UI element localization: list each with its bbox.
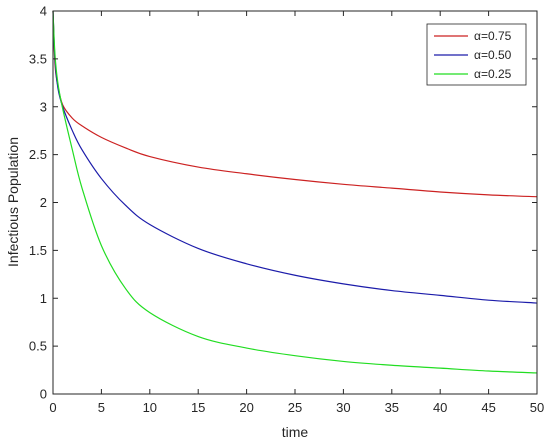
x-tick-label: 50: [530, 400, 544, 415]
y-tick-label: 3.5: [29, 51, 47, 66]
y-axis: 0 0.5 1 1.5 2 2.5 3 3.5 4: [29, 4, 537, 402]
y-tick-label: 2: [40, 195, 47, 210]
legend-items: α=0.75 α=0.50 α=0.25: [434, 29, 512, 81]
y-tick-label: 2.5: [29, 147, 47, 162]
legend: α=0.75 α=0.50 α=0.25: [426, 23, 527, 86]
x-tick-label: 35: [385, 400, 399, 415]
x-tick-label: 15: [191, 400, 205, 415]
x-axis: 0 5 10 15 20 25 30 35 40 45 50: [49, 11, 544, 415]
x-tick-label: 5: [98, 400, 105, 415]
y-tick-label: 0: [40, 387, 47, 402]
y-tick-label: 3: [40, 99, 47, 114]
x-tick-label: 30: [336, 400, 350, 415]
y-tick-label: 1: [40, 291, 47, 306]
y-axis-label: Infectious Population: [5, 137, 21, 267]
legend-label-1: α=0.75: [474, 29, 512, 43]
series-layer: [52, 10, 538, 374]
y-tick-label: 0.5: [29, 339, 47, 354]
legend-label-2: α=0.50: [474, 48, 512, 62]
x-tick-label: 25: [288, 400, 302, 415]
y-tick-label: 4: [40, 4, 47, 19]
x-tick-label: 40: [433, 400, 447, 415]
x-axis-label: time: [282, 424, 309, 440]
x-tick-label: 0: [49, 400, 56, 415]
legend-label-3: α=0.25: [474, 67, 512, 81]
y-tick-label: 1.5: [29, 243, 47, 258]
series-line-3: [52, 10, 538, 374]
x-tick-label: 10: [143, 400, 157, 415]
x-tick-label: 45: [481, 400, 495, 415]
x-tick-label: 20: [239, 400, 253, 415]
